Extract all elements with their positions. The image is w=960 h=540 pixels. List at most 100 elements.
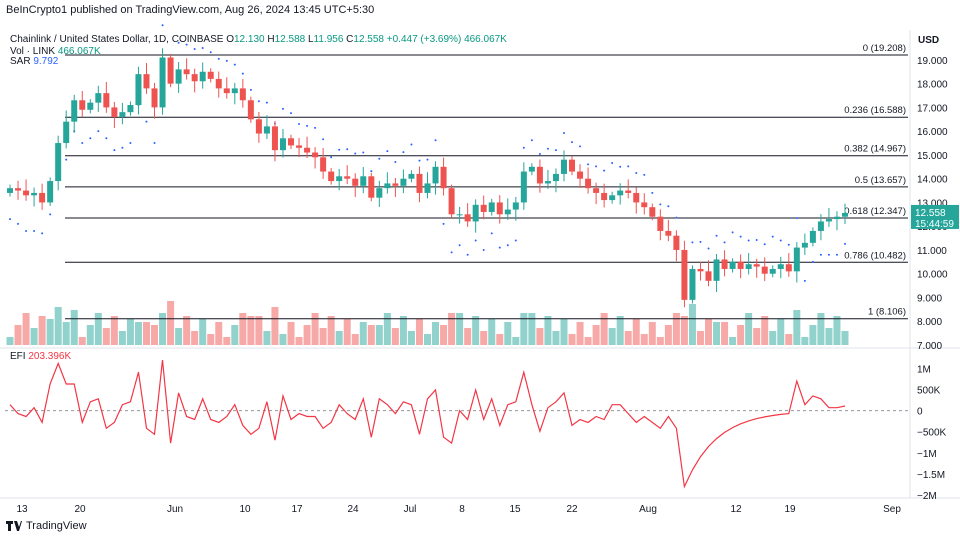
sar-dot (129, 142, 132, 145)
sar-dot (803, 279, 806, 282)
candle-body (536, 166, 543, 184)
volume-bar (54, 307, 62, 345)
chart-grid (0, 30, 960, 499)
efi-tick-label: 500K (917, 386, 941, 397)
candle-body (464, 214, 471, 222)
time-tick-label: 24 (347, 504, 359, 515)
candle-body (207, 71, 214, 79)
publish-header: BeInCrypto1 published on TradingView.com… (6, 4, 375, 16)
price-tick-label: 8.000 (917, 317, 942, 328)
candle-body (665, 230, 672, 236)
volume-bar (126, 319, 134, 345)
volume-bar (86, 325, 94, 345)
price-tick-label: 19.000 (917, 56, 948, 67)
volume-bar (70, 310, 78, 345)
volume-bar (713, 322, 721, 345)
tradingview-logo-icon (6, 521, 22, 531)
volume-bar (94, 313, 102, 345)
sar-dot (394, 161, 397, 164)
sar-dot (787, 243, 790, 246)
volume-bar (721, 322, 729, 345)
volume-bar (504, 322, 512, 345)
fib-label: 0.786 (10.482) (844, 250, 906, 261)
volume-bar (448, 313, 456, 345)
candle-body (376, 188, 383, 198)
countdown-text: 15:44:59 (915, 219, 954, 230)
sar-dot (105, 137, 108, 140)
volume-bar (351, 334, 359, 345)
volume-bar (159, 313, 167, 345)
candle-body (609, 195, 616, 201)
volume-bar (560, 319, 568, 345)
candle-body (31, 192, 38, 196)
efi-pane: 1M 500K 0 −500K −1M −1.5M −2M (5, 359, 947, 502)
sar-dot (844, 242, 846, 245)
sar-dot (482, 248, 485, 251)
candle-body (39, 192, 46, 203)
close-value: 12.558 (353, 34, 384, 45)
candle-body (569, 159, 576, 172)
candle-body (528, 166, 535, 172)
sar-dot (378, 157, 381, 160)
candle-body (512, 202, 519, 210)
volume-bar (110, 316, 118, 345)
candle-body (392, 183, 399, 186)
volume-bar (753, 328, 761, 345)
sar-dot (145, 120, 148, 123)
volume-bar (327, 316, 335, 345)
sar-dot (298, 123, 301, 126)
sar-dot (715, 234, 718, 237)
volume-bar (38, 316, 46, 345)
candle-body (167, 57, 174, 84)
sar-dot (579, 145, 582, 148)
volume-bar (769, 331, 777, 345)
candle-body (352, 178, 359, 186)
candle-body (729, 261, 736, 269)
sar-dot (209, 51, 212, 54)
candle-body (95, 93, 102, 103)
time-tick-label: 22 (566, 504, 578, 515)
sar-dot (306, 124, 309, 127)
candle-body (288, 138, 295, 146)
volume-bar (672, 313, 680, 345)
volume-bar (841, 331, 849, 345)
volume-bar (680, 316, 688, 345)
sar-dot (49, 213, 52, 216)
last-price-tag (911, 204, 959, 229)
volume-bar (464, 328, 472, 345)
efi-tick-label: −1M (917, 449, 937, 460)
sar-dot (330, 156, 333, 159)
candle-body (63, 121, 70, 144)
fibonacci-levels: 0 (19.208) 0.236 (16.588) 0.382 (14.967) 0.… (65, 43, 908, 320)
volume-bar (151, 325, 159, 345)
tradingview-brand: TradingView (6, 520, 87, 532)
time-tick-label: 10 (239, 504, 251, 515)
sar-dot (201, 47, 204, 49)
volume-bar (745, 313, 753, 345)
candle-body (713, 259, 720, 281)
volume-bar (440, 325, 448, 345)
sar-legend: SAR 9.792 (10, 56, 59, 67)
volume-bar (656, 337, 664, 345)
volume-bar (640, 334, 648, 345)
sar-dot (603, 169, 606, 172)
sar-dot (739, 235, 742, 238)
candle-body (159, 57, 166, 108)
sar-dot (522, 146, 525, 149)
candle-body (761, 266, 768, 274)
volume-bar (624, 331, 632, 345)
sar-dot (177, 41, 180, 44)
volume-bar (46, 319, 54, 345)
time-tick-label: Jul (404, 504, 417, 515)
candle-body (793, 247, 800, 272)
sar-dot (193, 47, 196, 50)
efi-tick-label: 1M (917, 364, 931, 375)
volume-bar (343, 319, 351, 345)
sar-dot (779, 239, 782, 242)
last-price-text: 12.558 (915, 208, 946, 219)
volume-bar (231, 325, 239, 345)
volume-bar (777, 319, 785, 345)
sar-dot (225, 59, 228, 62)
candle-body (119, 112, 126, 117)
